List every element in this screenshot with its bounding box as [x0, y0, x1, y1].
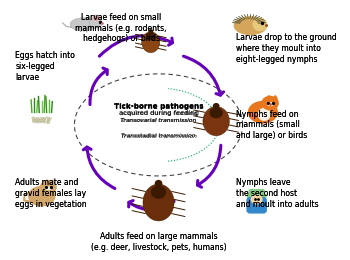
Ellipse shape: [40, 119, 42, 121]
Polygon shape: [44, 180, 50, 183]
Ellipse shape: [36, 119, 38, 121]
Ellipse shape: [49, 117, 51, 120]
Ellipse shape: [234, 17, 266, 34]
Text: Tick-borne pathogens: Tick-borne pathogens: [114, 103, 203, 109]
Text: acquired during feeding: acquired during feeding: [119, 110, 198, 116]
Ellipse shape: [46, 121, 49, 124]
Ellipse shape: [40, 118, 42, 120]
Text: Eggs hatch into
six-legged
larvae: Eggs hatch into six-legged larvae: [15, 51, 75, 82]
Ellipse shape: [33, 120, 35, 123]
Ellipse shape: [248, 101, 277, 123]
Circle shape: [262, 96, 278, 110]
Ellipse shape: [37, 121, 39, 123]
Text: Larvae feed on small
mammals (e.g. rodents,
hedgehogs) or birds: Larvae feed on small mammals (e.g. roden…: [75, 13, 167, 43]
Ellipse shape: [42, 117, 44, 120]
Ellipse shape: [47, 119, 49, 122]
Text: Transovarial transmission: Transovarial transmission: [120, 118, 197, 123]
Ellipse shape: [142, 32, 160, 53]
Text: Nymphs feed on
mammals (small
and large) or birds: Nymphs feed on mammals (small and large)…: [236, 110, 308, 140]
Ellipse shape: [37, 120, 40, 122]
FancyBboxPatch shape: [247, 194, 266, 198]
Ellipse shape: [39, 120, 41, 122]
Text: Nymphs leave
the second host
and moult into adults: Nymphs leave the second host and moult i…: [236, 178, 319, 209]
Ellipse shape: [29, 186, 55, 206]
Text: Transovarial transmission: Transovarial transmission: [121, 118, 196, 123]
Text: Larvae feed on small
mammals (e.g. rodents,
hedgehogs) or birds: Larvae feed on small mammals (e.g. roden…: [75, 13, 167, 43]
Ellipse shape: [43, 118, 46, 121]
Circle shape: [251, 195, 262, 204]
FancyBboxPatch shape: [247, 198, 266, 213]
Polygon shape: [51, 180, 55, 183]
Ellipse shape: [143, 184, 174, 221]
Ellipse shape: [210, 108, 222, 118]
Text: Nymphs feed on
mammals (small
and large) or birds: Nymphs feed on mammals (small and large)…: [236, 110, 308, 140]
Ellipse shape: [37, 117, 39, 120]
Ellipse shape: [43, 117, 46, 119]
Text: Tick-borne pathogens: Tick-borne pathogens: [114, 103, 203, 110]
Ellipse shape: [48, 121, 50, 124]
FancyBboxPatch shape: [249, 190, 264, 197]
Circle shape: [93, 15, 100, 21]
Ellipse shape: [70, 18, 98, 31]
Ellipse shape: [46, 117, 49, 119]
Ellipse shape: [39, 121, 42, 123]
Ellipse shape: [35, 121, 37, 123]
Ellipse shape: [253, 18, 266, 31]
Ellipse shape: [214, 104, 219, 108]
Ellipse shape: [48, 120, 50, 122]
Ellipse shape: [203, 106, 229, 136]
Text: Nymphs leave
the second host
and moult into adults: Nymphs leave the second host and moult i…: [236, 178, 319, 209]
Text: Adults feed on large mammals
(e.g. deer, livestock, pets, humans): Adults feed on large mammals (e.g. deer,…: [91, 232, 226, 252]
Ellipse shape: [155, 180, 162, 186]
Ellipse shape: [268, 103, 273, 106]
Ellipse shape: [33, 120, 35, 122]
Text: Transstadial transmission: Transstadial transmission: [121, 134, 196, 139]
Ellipse shape: [41, 119, 44, 121]
Ellipse shape: [43, 121, 46, 123]
Text: Larvae drop to the ground
where they moult into
eight-legged nymphs: Larvae drop to the ground where they mou…: [236, 33, 337, 64]
Ellipse shape: [149, 30, 153, 33]
Circle shape: [40, 181, 56, 193]
Circle shape: [89, 18, 102, 28]
Ellipse shape: [34, 118, 37, 120]
Ellipse shape: [152, 186, 166, 198]
Ellipse shape: [43, 119, 45, 122]
Text: Larvae drop to the ground
where they moult into
eight-legged nymphs: Larvae drop to the ground where they mou…: [236, 33, 337, 64]
Ellipse shape: [48, 119, 50, 121]
Ellipse shape: [32, 119, 34, 121]
Text: Eggs hatch into
six-legged
larvae: Eggs hatch into six-legged larvae: [15, 51, 75, 82]
Polygon shape: [273, 96, 277, 99]
Text: Adults feed on large mammals
(e.g. deer, livestock, pets, humans): Adults feed on large mammals (e.g. deer,…: [91, 232, 226, 252]
Ellipse shape: [147, 33, 155, 40]
Ellipse shape: [43, 119, 46, 121]
Text: acquired during feeding: acquired during feeding: [120, 111, 197, 116]
Polygon shape: [266, 96, 271, 99]
Ellipse shape: [41, 120, 43, 123]
Ellipse shape: [47, 118, 49, 120]
Text: Transstadial transmission: Transstadial transmission: [121, 133, 196, 138]
Text: Adults mate and
gravid females lay
eggs in vegetation: Adults mate and gravid females lay eggs …: [15, 178, 87, 209]
Ellipse shape: [32, 117, 34, 119]
Ellipse shape: [258, 108, 270, 120]
Text: Adults mate and
gravid females lay
eggs in vegetation: Adults mate and gravid females lay eggs …: [15, 178, 87, 209]
Ellipse shape: [46, 187, 51, 190]
Circle shape: [94, 16, 98, 20]
Ellipse shape: [34, 119, 36, 121]
Ellipse shape: [37, 119, 40, 121]
